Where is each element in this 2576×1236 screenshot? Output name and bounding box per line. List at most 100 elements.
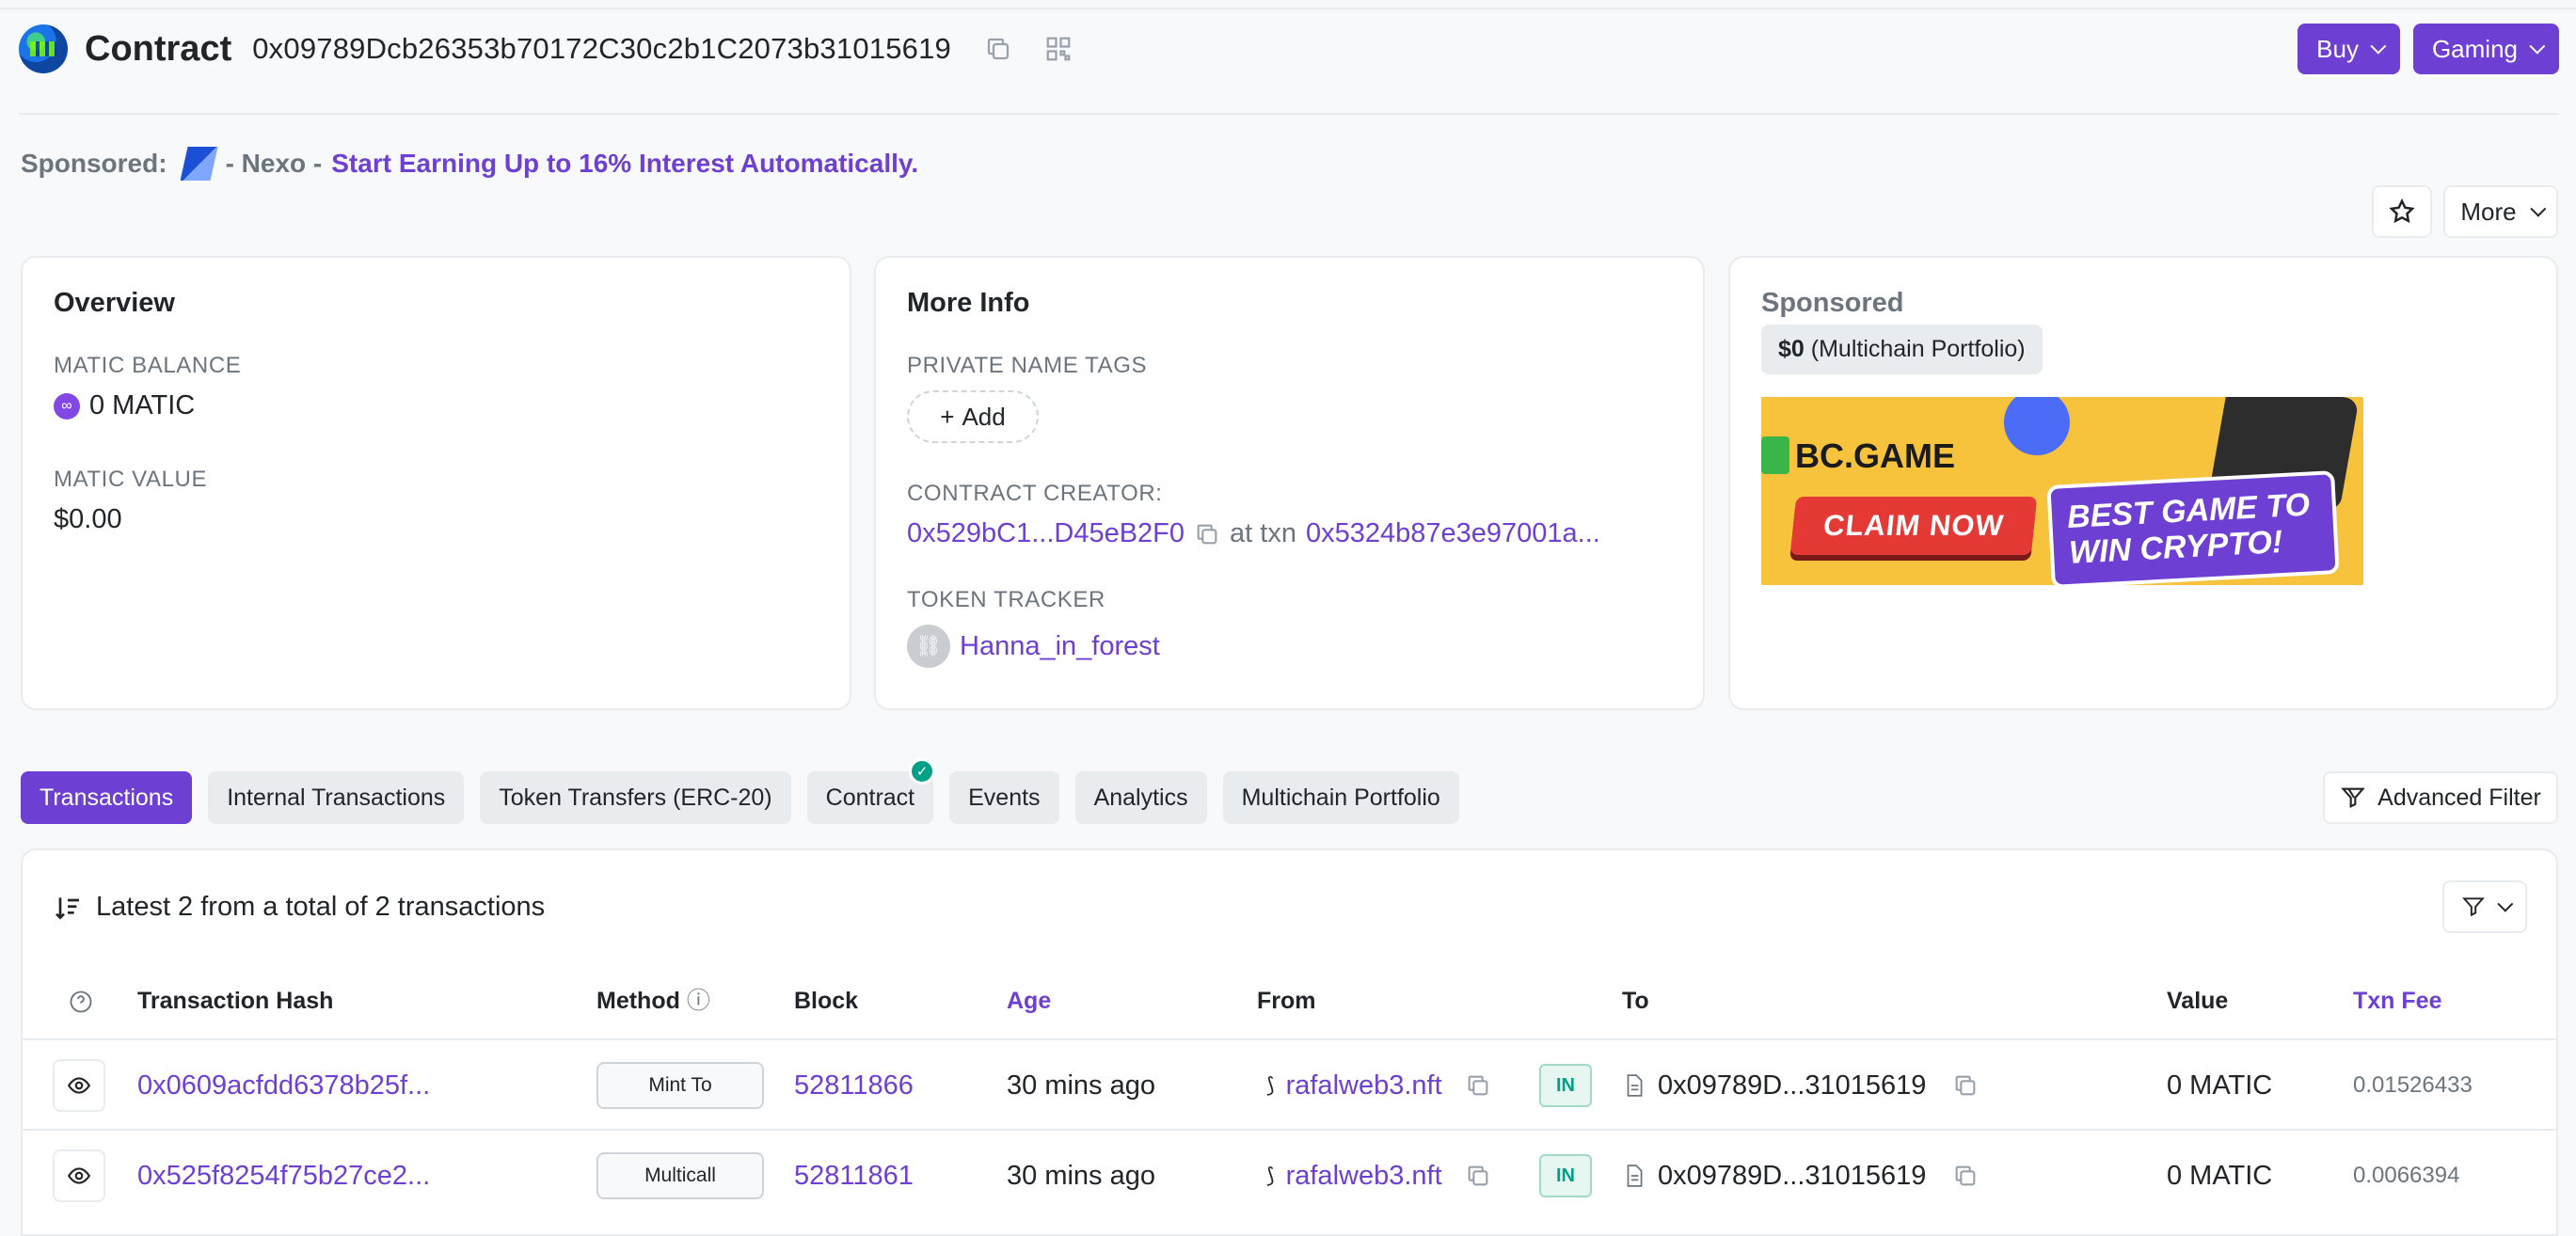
table-filter-button[interactable] <box>2442 880 2527 933</box>
col-age[interactable]: Age <box>1007 988 1052 1014</box>
from-address-link[interactable]: rafalweb3.nft <box>1285 1070 1442 1101</box>
direction-badge: IN <box>1539 1064 1592 1107</box>
creator-txn-link[interactable]: 0x5324b87e3e97001a... <box>1305 518 1600 548</box>
table-header-row: Transaction Hash Method ⓘ Block Age From… <box>23 963 2556 1038</box>
sponsor-name: - Nexo - <box>225 149 323 178</box>
matic-balance-value: 0 MATIC <box>89 390 196 420</box>
row-to-cell: 0x09789D...31015619 <box>1622 1040 1979 1131</box>
col-method-label: Method <box>596 988 680 1014</box>
token-tracker-link[interactable]: Hanna_in_forest <box>960 630 1160 661</box>
tab-analytics[interactable]: Analytics <box>1074 771 1207 824</box>
add-tag-button[interactable]: + Add <box>907 390 1039 443</box>
row-method-cell: Multicall <box>596 1131 764 1221</box>
row-fee: 0.01526433 <box>2353 1072 2473 1098</box>
table-row: 0x525f8254f75b27ce2... Multicall 5281186… <box>23 1129 2556 1221</box>
tab-internal-transactions[interactable]: Internal Transactions <box>208 771 465 824</box>
matic-balance-label: MATIC BALANCE <box>54 353 242 378</box>
tab-contract-label: Contract <box>825 784 915 811</box>
eye-icon[interactable] <box>53 1149 105 1202</box>
plus-icon: + <box>940 402 955 431</box>
overview-title: Overview <box>54 288 175 318</box>
tab-token-transfers[interactable]: Token Transfers (ERC-20) <box>480 771 791 824</box>
token-tracker: ⛓ Hanna_in_forest <box>907 625 1672 668</box>
more-info-card: More Info PRIVATE NAME TAGS + Add CONTRA… <box>874 256 1705 710</box>
filter-icon <box>2341 787 2365 809</box>
overview-card: Overview MATIC BALANCE ∞ 0 MATIC MATIC V… <box>21 256 851 710</box>
copy-icon[interactable] <box>1465 1163 1491 1189</box>
bc-game-logo-icon <box>1761 436 1789 474</box>
chevron-down-icon <box>2529 38 2546 55</box>
col-method: Method ⓘ <box>596 963 710 1038</box>
method-badge: Multicall <box>596 1152 764 1199</box>
buy-button[interactable]: Buy <box>2298 24 2400 74</box>
creator-address-link[interactable]: 0x529bC1...D45eB2F0 <box>907 518 1185 548</box>
copy-icon[interactable] <box>1465 1072 1491 1099</box>
copy-icon[interactable] <box>1952 1163 1979 1189</box>
copy-icon[interactable] <box>1194 521 1220 547</box>
help-icon[interactable] <box>68 963 94 1038</box>
more-info-title: More Info <box>907 288 1030 318</box>
eye-icon[interactable] <box>53 1059 105 1112</box>
sponsored-card: Sponsored $0 (Multichain Portfolio) BC.G… <box>1728 256 2558 710</box>
from-address-link[interactable]: rafalweb3.nft <box>1285 1160 1442 1191</box>
nft-domain-icon: ⟆ <box>1266 1073 1275 1097</box>
tab-bar: Transactions Internal Transactions Token… <box>21 758 1459 824</box>
row-block-cell: 52811866 <box>794 1040 914 1131</box>
table-row: 0x0609acfdd6378b25f... Mint To 52811866 … <box>23 1038 2556 1131</box>
contract-address: 0x09789Dcb26353b70172C30c2b1C2073b310156… <box>252 32 951 65</box>
row-from-cell: ⟆ rafalweb3.nft <box>1266 1131 1491 1221</box>
tab-multichain-portfolio[interactable]: Multichain Portfolio <box>1222 771 1459 824</box>
verified-check-icon: ✓ <box>909 758 936 784</box>
portfolio-pill[interactable]: $0 (Multichain Portfolio) <box>1761 325 2043 374</box>
nft-domain-icon: ⟆ <box>1266 1164 1275 1187</box>
page-title: Contract <box>85 28 232 69</box>
col-txn-fee[interactable]: Txn Fee <box>2353 988 2442 1014</box>
qr-code-icon[interactable] <box>1040 30 1077 68</box>
token-icon: ⛓ <box>907 625 950 668</box>
ad-claim-button[interactable]: CLAIM NOW <box>1789 497 2038 555</box>
more-button[interactable]: More <box>2443 185 2558 238</box>
row-direction-cell: IN <box>1539 1040 1592 1131</box>
tab-contract[interactable]: Contract ✓ <box>806 758 936 824</box>
col-to: To <box>1622 988 1649 1014</box>
advanced-filter-button[interactable]: Advanced Filter <box>2323 771 2558 824</box>
txn-hash-link[interactable]: 0x0609acfdd6378b25f... <box>137 1070 431 1101</box>
row-fee: 0.0066394 <box>2353 1163 2460 1188</box>
row-value: 0 MATIC <box>2167 1160 2273 1191</box>
gaming-label: Gaming <box>2431 34 2518 63</box>
direction-badge: IN <box>1539 1154 1592 1197</box>
row-direction-cell: IN <box>1539 1131 1592 1221</box>
filter-icon <box>2462 897 2485 917</box>
row-age: 30 mins ago <box>1007 1160 1155 1191</box>
tab-transactions[interactable]: Transactions <box>21 771 193 824</box>
transactions-summary: Latest 2 from a total of 2 transactions <box>53 892 545 923</box>
sponsored-banner: Sponsored: - Nexo - Start Earning Up to … <box>21 147 918 181</box>
chevron-down-icon <box>2529 200 2546 217</box>
favorite-button[interactable] <box>2372 185 2432 238</box>
method-badge: Mint To <box>596 1062 764 1109</box>
row-from-cell: ⟆ rafalweb3.nft <box>1266 1040 1491 1131</box>
sort-desc-icon <box>56 896 79 920</box>
chevron-down-icon <box>2370 38 2387 55</box>
sponsor-link[interactable]: Start Earning Up to 16% Interest Automat… <box>331 149 919 178</box>
copy-icon[interactable] <box>979 30 1017 68</box>
gaming-button[interactable]: Gaming <box>2412 24 2559 74</box>
bc-game-ad-banner[interactable]: BC.GAME CLAIM NOW BEST GAME TO WIN CRYPT… <box>1761 397 2363 585</box>
col-from: From <box>1257 988 1316 1014</box>
txn-hash-link[interactable]: 0x525f8254f75b27ce2... <box>137 1160 431 1191</box>
nexo-logo-icon <box>180 147 218 181</box>
block-link[interactable]: 52811861 <box>794 1160 914 1191</box>
ad-brand: BC.GAME <box>1795 436 1955 475</box>
summary-text: Latest 2 from a total of 2 transactions <box>96 892 546 922</box>
copy-icon[interactable] <box>1952 1072 1979 1099</box>
ad-headline: BEST GAME TO WIN CRYPTO! <box>2046 470 2340 585</box>
row-to-cell: 0x09789D...31015619 <box>1622 1131 1979 1221</box>
block-link[interactable]: 52811866 <box>794 1070 914 1101</box>
col-transaction-hash: Transaction Hash <box>137 988 334 1014</box>
tab-events[interactable]: Events <box>949 771 1059 824</box>
contract-avatar-icon <box>19 24 68 73</box>
chevron-down-icon <box>2497 895 2514 912</box>
matic-value-label: MATIC VALUE <box>54 467 208 492</box>
matic-icon: ∞ <box>54 392 80 420</box>
info-icon[interactable]: ⓘ <box>686 988 710 1014</box>
